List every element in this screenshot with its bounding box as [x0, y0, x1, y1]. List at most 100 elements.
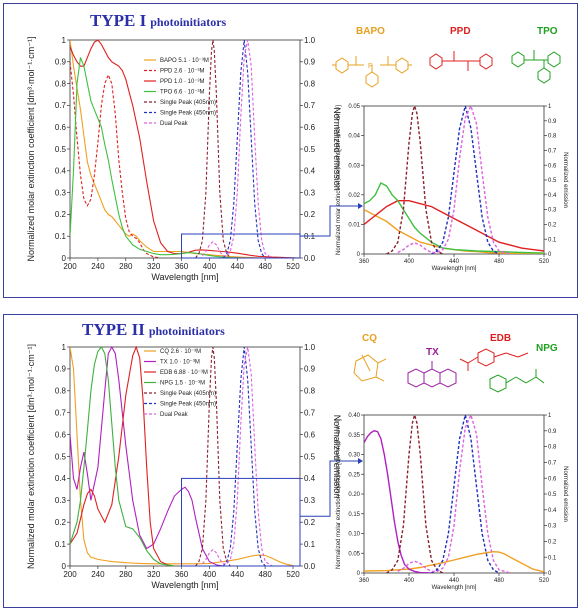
p2-inset-y2tick-label: 0.3: [548, 524, 557, 530]
legend-label-ppd-2-6-10-m: PPD 2.6 · 10⁻³M: [160, 69, 205, 75]
p1-main-xtick-label: 320: [147, 262, 161, 271]
legend-label-single-peak-450nm: Single Peak (450nm): [160, 111, 216, 117]
p1-inset-ytick-label: 0: [357, 252, 361, 258]
p1-main-xtick-label: 240: [91, 262, 105, 271]
cq-structure: CQ: [353, 333, 387, 382]
p1-main-y2tick-label: 0.5: [304, 145, 316, 154]
p2-main-chart: 200 240 280 320 360 400 440 480 520 0 0.1 0.2 0.3 0.4…: [26, 343, 363, 590]
p2-main-series-edb-6-88-10-m: [70, 346, 175, 566]
p1-inset-xtick-label: 480: [494, 259, 505, 265]
p2-main-ytick-label: 0.2: [55, 518, 67, 527]
bapo-label: BAPO: [356, 26, 385, 37]
p1-inset-series-single-peak-450nm: [431, 105, 500, 254]
p1-inset-y2tick-label: 0.5: [548, 178, 557, 184]
p1-main-ytick-label: 1: [62, 36, 67, 45]
p1-inset-xtick-label: 520: [539, 259, 550, 265]
p2-inset-y2label: Normalized emission: [562, 466, 568, 522]
p2-inset-series-dual-peak: [397, 414, 511, 573]
p2-main-series-single-peak-405nm: [195, 346, 231, 566]
p1-inset-y2label: Normalized emission: [562, 152, 568, 208]
p2-main-xtick-label: 200: [63, 570, 77, 579]
p1-main-ytick-label: 0.7: [55, 101, 67, 110]
p1-inset-xlabel: Wavelength [nm]: [432, 266, 477, 272]
p2-main-ytick-label: 1: [62, 343, 67, 352]
p1-main-ytick-label: 0: [62, 254, 67, 263]
p1-main-series-single-peak-450nm: [222, 39, 266, 258]
type-ii-panel: TYPE II photoinitiators CQ TX EDB NPG: [3, 314, 578, 608]
p2-main-series-tx-1-0-10-m: [70, 346, 224, 566]
p1-inset-ytick-label: 0.03: [348, 163, 360, 169]
tx-structure: TX: [407, 347, 457, 388]
p2-inset-ytick-label: 0.30: [348, 453, 360, 459]
p1-main-ytick-label: 0.6: [55, 123, 67, 132]
p2-main-ytick-label: 0.3: [55, 496, 67, 505]
p2-inset-y2tick-label: 0.7: [548, 461, 557, 467]
bapo-structure: BAPO P: [332, 26, 412, 88]
legend-label-dual-peak: Dual Peak: [160, 121, 189, 127]
legend-label-dual-peak: Dual Peak: [160, 412, 189, 418]
p2-inset-xlabel: Wavelength [nm]: [432, 585, 477, 591]
p2-main-series-dual-peak: [201, 346, 273, 566]
p1-inset-series-ppd: [364, 199, 544, 252]
panel-title: TYPE II photoinitiators: [82, 320, 225, 339]
p2-inset-y2tick-label: 0.1: [548, 555, 557, 561]
p2-inset-y2tick-label: 0.4: [548, 508, 557, 514]
p2-main-y2tick-label: 0.8: [304, 387, 316, 396]
p2-main-ytick-label: 0.8: [55, 387, 67, 396]
p2-main-y2tick-label: 0.4: [304, 474, 316, 483]
p2-main-ytick-label: 0.4: [55, 474, 67, 483]
p1-main-series-single-peak-405nm: [195, 39, 231, 258]
p1-main-ytick-label: 0.5: [55, 145, 67, 154]
p2-main-legend: CQ 2.6 · 10⁻³M TX 1.0 · 10⁻³M EDB 6.88 · 1…: [144, 349, 216, 418]
p2-main-xtick-label: 320: [147, 570, 161, 579]
p2-main-y2tick-label: 0.2: [304, 518, 316, 527]
cq-label: CQ: [362, 333, 377, 344]
p1-main-zoom-connector: [300, 205, 358, 237]
p1-main-xtick-label: 480: [258, 262, 272, 271]
p1-inset-y2tick-label: 0.1: [548, 237, 557, 243]
p2-main-xtick-label: 240: [91, 570, 105, 579]
p1-main-xtick-label: 520: [286, 262, 300, 271]
p1-main-ytick-label: 0.8: [55, 79, 67, 88]
p1-main-ylabel: Normalized molar extinction coefficient …: [26, 37, 36, 262]
p2-inset-ytick-label: 0.25: [348, 472, 360, 478]
p2-main-zoom-box: [181, 477, 301, 567]
p2-inset-y2tick-label: 0.5: [548, 492, 557, 498]
p1-inset-ytick-label: 0.05: [348, 104, 360, 110]
p2-main-y2tick-label: 0.9: [304, 365, 316, 374]
p1-inset-y2tick-label: 0.7: [548, 149, 557, 155]
p1-main-zoom-box: [181, 233, 301, 259]
p2-main-y2tick-label: 1.0: [304, 343, 316, 352]
p2-main-series-npg-1-5-10-m: [70, 346, 175, 566]
p1-main-y2label: Normalized emission: [332, 107, 342, 191]
p1-main-xtick-label: 400: [203, 262, 217, 271]
p1-inset-y2tick-label: 0.4: [548, 193, 557, 199]
p2-inset-ytick-label: 0.05: [348, 551, 360, 557]
p1-main-ytick-label: 0.4: [55, 167, 67, 176]
p1-main-y2tick-label: 0.3: [304, 188, 316, 197]
edb-structure: EDB: [459, 333, 529, 371]
p2-inset-ytick-label: 0.10: [348, 532, 360, 538]
type-ii-figure: TYPE II photoinitiators CQ TX EDB NPG: [26, 320, 568, 591]
legend-label-single-peak-405nm: Single Peak (405nm): [160, 100, 216, 106]
p2-inset-ytick-label: 0: [357, 571, 361, 577]
p1-inset-chart: 360 400 440 480 52000.010.020.030.040.0500.1…: [336, 104, 568, 272]
p1-main-xtick-label: 200: [63, 262, 77, 271]
p2-main-ytick-label: 0.6: [55, 430, 67, 439]
p1-main-y2tick-label: 0.8: [304, 79, 316, 88]
p2-main-xtick-label: 360: [175, 570, 189, 579]
p2-main-ytick-label: 0.5: [55, 452, 67, 461]
legend-label-single-peak-405nm: Single Peak (405nm): [160, 391, 216, 397]
p1-inset-y2tick-label: 0.2: [548, 223, 557, 229]
legend-label-edb-6-88-10-m: EDB 6.88 · 10⁻³M: [160, 370, 208, 376]
p1-main-y2tick-label: 0.9: [304, 58, 316, 67]
p2-inset-xtick-label: 480: [494, 578, 505, 584]
p1-main-zoom-arrowhead: [358, 203, 363, 209]
p1-main-chart: 200 240 280 320 360 400 440 480 520 0 0.1 0.2 0.3 0.4…: [26, 36, 363, 282]
p1-inset-xtick-label: 440: [449, 259, 460, 265]
p2-inset-series-single-peak-450nm: [431, 414, 500, 573]
p1-main-ytick-label: 0.1: [55, 232, 67, 241]
